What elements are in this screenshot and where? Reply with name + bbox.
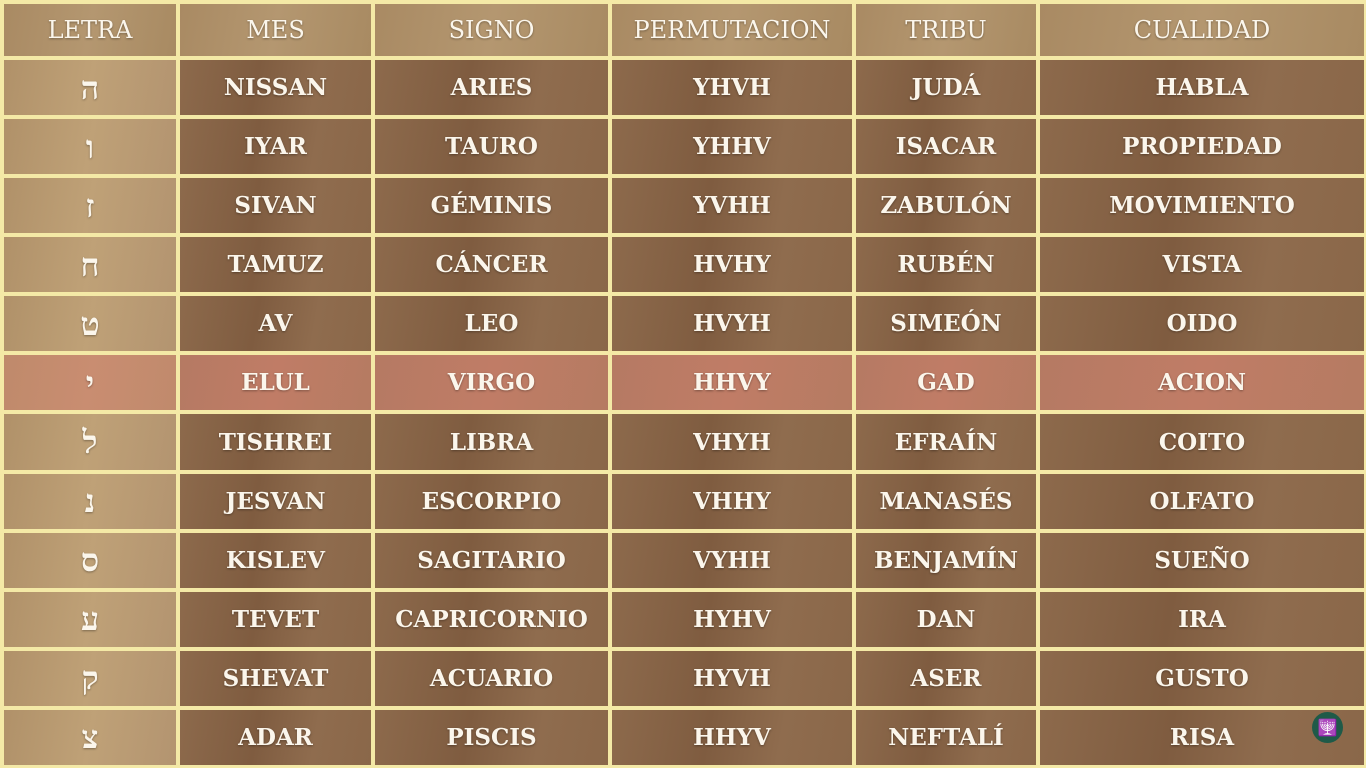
cell-letter: ה <box>4 60 176 116</box>
header-month: MES <box>180 4 371 56</box>
cell-month: JESVAN <box>180 473 371 529</box>
cell-permutation: YHHV <box>612 119 852 175</box>
cell-permutation: HVHY <box>612 237 852 293</box>
cell-permutation: HHVY <box>612 355 852 411</box>
cell-tribe: ASER <box>856 650 1036 706</box>
cell-sign: ACUARIO <box>375 650 608 706</box>
cell-permutation: YVHH <box>612 178 852 234</box>
cell-letter: נ <box>4 473 176 529</box>
cell-permutation: HHYV <box>612 709 852 765</box>
cell-letter: ז <box>4 178 176 234</box>
cell-quality: COITO <box>1040 414 1364 470</box>
cell-month: TEVET <box>180 591 371 647</box>
cell-month: ELUL <box>180 355 371 411</box>
cell-tribe: GAD <box>856 355 1036 411</box>
cell-quality: ACION <box>1040 355 1364 411</box>
cell-permutation: YHVH <box>612 60 852 116</box>
cell-sign: CAPRICORNIO <box>375 591 608 647</box>
cell-permutation: VHYH <box>612 414 852 470</box>
cell-month: ADAR <box>180 709 371 765</box>
cell-tribe: BENJAMÍN <box>856 532 1036 588</box>
cell-permutation: HVYH <box>612 296 852 352</box>
cell-tribe: EFRAÍN <box>856 414 1036 470</box>
header-tribe: TRIBU <box>856 4 1036 56</box>
cell-month: AV <box>180 296 371 352</box>
cell-letter: ל <box>4 414 176 470</box>
header-sign: SIGNO <box>375 4 608 56</box>
cell-sign: ARIES <box>375 60 608 116</box>
header-permutation: PERMUTACION <box>612 4 852 56</box>
zodiac-table: LETRA MES SIGNO PERMUTACION TRIBU CUALIDAD ה NI… <box>4 4 1364 765</box>
menorah-logo-icon: 🕎 <box>1312 712 1343 743</box>
cell-quality: VISTA <box>1040 237 1364 293</box>
cell-quality: OLFATO <box>1040 473 1364 529</box>
cell-quality: OIDO <box>1040 296 1364 352</box>
cell-permutation: HYHV <box>612 591 852 647</box>
header-quality: CUALIDAD <box>1040 4 1364 56</box>
cell-month: NISSAN <box>180 60 371 116</box>
cell-sign: CÁNCER <box>375 237 608 293</box>
cell-letter: ו <box>4 119 176 175</box>
cell-tribe: JUDÁ <box>856 60 1036 116</box>
cell-letter: ע <box>4 591 176 647</box>
cell-letter: ח <box>4 237 176 293</box>
cell-quality: PROPIEDAD <box>1040 119 1364 175</box>
cell-tribe: ZABULÓN <box>856 178 1036 234</box>
cell-sign: GÉMINIS <box>375 178 608 234</box>
cell-quality: RISA <box>1040 709 1364 765</box>
cell-permutation: HYVH <box>612 650 852 706</box>
cell-letter: י <box>4 355 176 411</box>
cell-sign: LEO <box>375 296 608 352</box>
cell-month: SIVAN <box>180 178 371 234</box>
cell-month: SHEVAT <box>180 650 371 706</box>
cell-month: KISLEV <box>180 532 371 588</box>
cell-letter: ס <box>4 532 176 588</box>
cell-tribe: DAN <box>856 591 1036 647</box>
cell-letter: ק <box>4 650 176 706</box>
cell-sign: LIBRA <box>375 414 608 470</box>
cell-sign: TAURO <box>375 119 608 175</box>
cell-quality: HABLA <box>1040 60 1364 116</box>
cell-quality: SUEÑO <box>1040 532 1364 588</box>
cell-tribe: NEFTALÍ <box>856 709 1036 765</box>
cell-month: IYAR <box>180 119 371 175</box>
cell-sign: SAGITARIO <box>375 532 608 588</box>
cell-month: TISHREI <box>180 414 371 470</box>
cell-sign: PISCIS <box>375 709 608 765</box>
cell-sign: VIRGO <box>375 355 608 411</box>
cell-sign: ESCORPIO <box>375 473 608 529</box>
cell-letter: צ <box>4 709 176 765</box>
cell-tribe: ISACAR <box>856 119 1036 175</box>
cell-quality: IRA <box>1040 591 1364 647</box>
cell-quality: GUSTO <box>1040 650 1364 706</box>
cell-tribe: RUBÉN <box>856 237 1036 293</box>
cell-tribe: MANASÉS <box>856 473 1036 529</box>
cell-permutation: VYHH <box>612 532 852 588</box>
cell-quality: MOVIMIENTO <box>1040 178 1364 234</box>
cell-letter: ט <box>4 296 176 352</box>
cell-month: TAMUZ <box>180 237 371 293</box>
header-letter: LETRA <box>4 4 176 56</box>
cell-permutation: VHHY <box>612 473 852 529</box>
cell-tribe: SIMEÓN <box>856 296 1036 352</box>
